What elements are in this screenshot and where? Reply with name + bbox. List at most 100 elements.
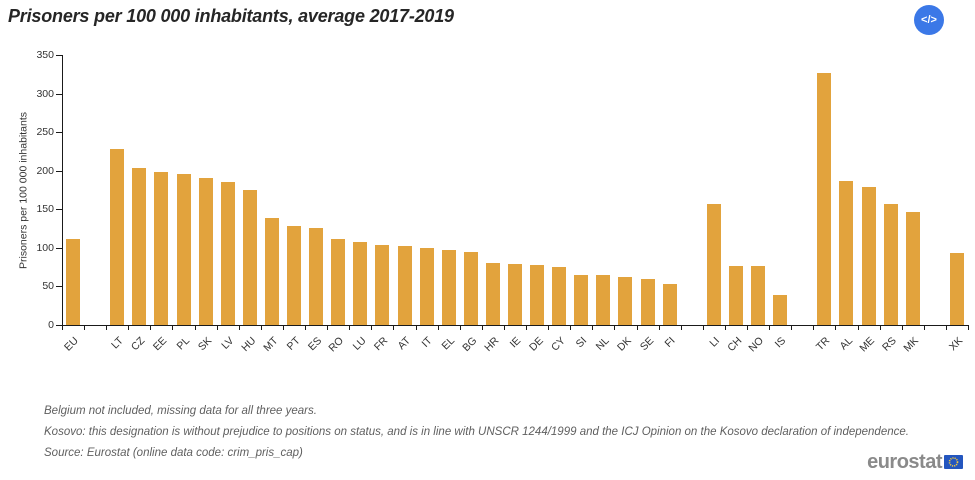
bar-SK[interactable] (198, 178, 213, 325)
y-axis-tick-label: 100 (36, 241, 54, 254)
bar-BG[interactable] (463, 252, 478, 325)
bar-TR[interactable] (817, 72, 832, 325)
bar-LU[interactable] (353, 241, 368, 325)
x-axis-label-RO: RO (326, 334, 347, 355)
x-axis-tick (614, 325, 616, 330)
x-axis-tick (747, 325, 749, 330)
footnote-source: Source: Eurostat (online data code: crim… (44, 447, 303, 459)
bar-EU[interactable] (66, 238, 81, 325)
bar-FI[interactable] (662, 284, 677, 325)
x-axis-label-LT: LT (108, 334, 126, 352)
bar-FR[interactable] (375, 244, 390, 325)
x-axis-label-SE: SE (637, 334, 656, 354)
x-axis-label-AL: AL (837, 334, 855, 353)
x-axis-label-MK: MK (901, 334, 922, 355)
x-axis-tick (128, 325, 130, 330)
bar-HU[interactable] (242, 190, 257, 325)
bar-LI[interactable] (706, 203, 721, 325)
bar-SE[interactable] (640, 278, 655, 325)
x-axis-tick (393, 325, 395, 330)
x-axis-tick (769, 325, 771, 330)
x-axis-label-FI: FI (662, 334, 678, 350)
x-axis-tick (437, 325, 439, 330)
x-axis-tick (636, 325, 638, 330)
x-axis-tick (503, 325, 505, 330)
x-axis-tick (106, 325, 108, 330)
bar-ME[interactable] (861, 186, 876, 325)
x-axis-tick (459, 325, 461, 330)
bar-XK[interactable] (949, 253, 964, 325)
bar-RO[interactable] (331, 239, 346, 325)
x-axis-tick (260, 325, 262, 330)
bar-NL[interactable] (596, 274, 611, 325)
bar-ES[interactable] (309, 227, 324, 325)
x-axis-tick (84, 325, 86, 330)
embed-code-button[interactable]: </> (914, 5, 944, 35)
bar-EL[interactable] (441, 250, 456, 325)
y-axis-tick-label: 200 (36, 164, 54, 177)
x-axis-label-EU: EU (62, 334, 82, 354)
bar-PL[interactable] (176, 173, 191, 325)
y-axis-tick-label: 150 (36, 203, 54, 216)
eurostat-logo-text: eurostat (867, 451, 942, 473)
x-axis-label-BG: BG (459, 334, 480, 354)
bar-SI[interactable] (574, 274, 589, 325)
x-axis-label-HR: HR (481, 334, 502, 354)
bar-IT[interactable] (419, 247, 434, 325)
bar-DE[interactable] (530, 264, 545, 325)
y-axis-tick-label: 300 (36, 87, 54, 100)
y-axis-tick (56, 286, 62, 288)
bar-CZ[interactable] (132, 167, 147, 325)
x-axis-label-EL: EL (439, 334, 457, 353)
bar-LV[interactable] (220, 181, 235, 325)
y-axis-tick (56, 93, 62, 95)
x-axis-tick (415, 325, 417, 330)
y-axis-tick (56, 247, 62, 249)
bar-MK[interactable] (905, 212, 920, 325)
x-axis-tick (349, 325, 351, 330)
bar-AT[interactable] (397, 246, 412, 325)
bar-EE[interactable] (154, 172, 169, 325)
bar-CH[interactable] (728, 265, 743, 325)
bar-IE[interactable] (508, 264, 522, 325)
chart-footnotes: Belgium not included, missing data for a… (44, 405, 909, 468)
x-axis-tick (194, 325, 196, 330)
eu-flag-icon (944, 455, 963, 469)
y-axis-tick (56, 170, 62, 172)
x-axis-label-RS: RS (880, 334, 899, 354)
bar-LT[interactable] (110, 149, 125, 325)
bar-MT[interactable] (264, 217, 279, 325)
x-axis-label-SK: SK (195, 334, 214, 354)
x-axis-tick (570, 325, 572, 330)
x-axis-tick (945, 325, 947, 330)
x-axis-tick (857, 325, 859, 330)
y-axis-tick-label: 250 (36, 126, 54, 139)
x-axis-tick (968, 325, 969, 330)
x-axis-label-XK: XK (946, 334, 966, 354)
bar-AL[interactable] (839, 180, 854, 325)
x-axis-tick (835, 325, 837, 330)
x-axis-tick (305, 325, 307, 330)
bar-HR[interactable] (485, 262, 500, 325)
x-axis-label-PT: PT (284, 334, 303, 353)
x-axis-tick (327, 325, 329, 330)
bar-CY[interactable] (552, 267, 567, 325)
x-axis-label-HU: HU (238, 334, 259, 354)
bar-IS[interactable] (773, 294, 788, 325)
y-axis-tick-label: 50 (42, 280, 54, 293)
x-axis-tick (658, 325, 660, 330)
bar-PT[interactable] (287, 226, 302, 325)
x-axis-label-LV: LV (218, 334, 236, 352)
y-axis-tick (56, 55, 62, 56)
x-axis-label-IE: IE (507, 334, 524, 351)
x-axis-label-NL: NL (593, 334, 612, 353)
x-axis-tick (724, 325, 726, 330)
bar-DK[interactable] (618, 277, 633, 325)
x-axis-label-PL: PL (174, 334, 192, 353)
x-axis-label-MT: MT (260, 334, 281, 354)
bar-RS[interactable] (883, 203, 898, 325)
code-icon: </> (921, 14, 937, 26)
bar-NO[interactable] (751, 266, 766, 325)
x-axis-label-AT: AT (395, 334, 413, 353)
